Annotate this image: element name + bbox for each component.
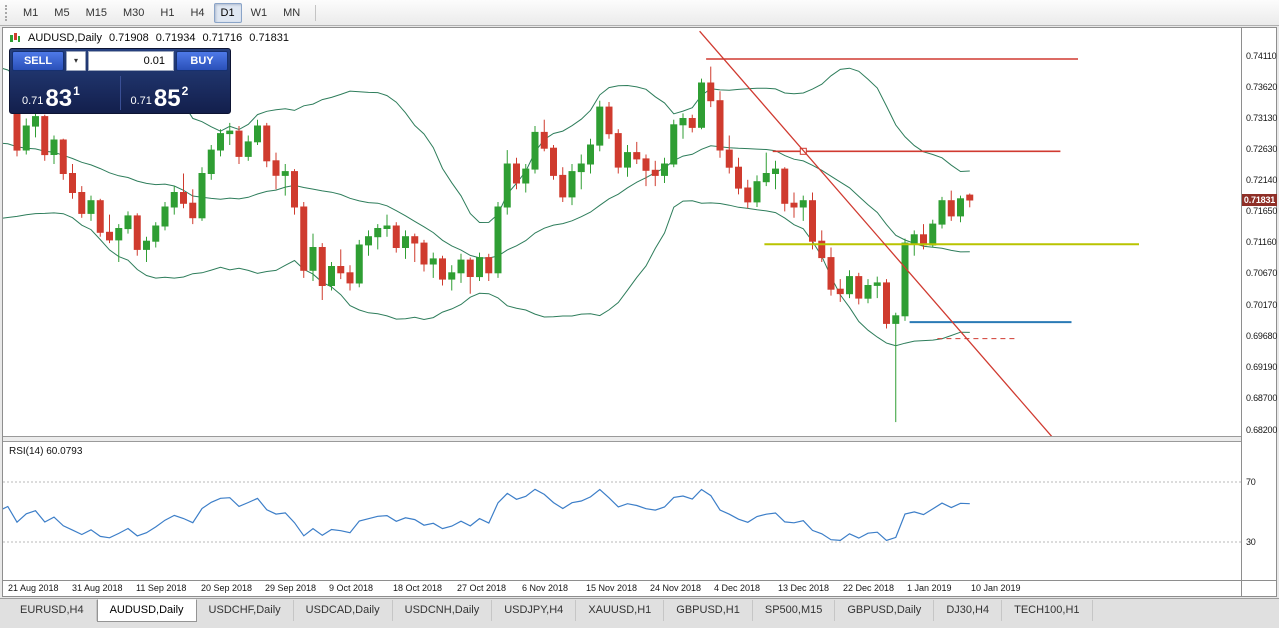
chart-tab-bar: EURUSD,H4 AUDUSD,Daily USDCHF,Daily USDCAD,… (0, 598, 1279, 628)
ohlc-high: 0.71934 (155, 32, 196, 44)
ohlc-low: 0.71716 (202, 32, 243, 44)
volume-dropdown-icon[interactable]: ▾ (66, 51, 86, 71)
buy-price-big: 85 (153, 85, 181, 112)
time-axis[interactable]: 21 Aug 2018 31 Aug 2018 11 Sep 2018 20 Sep … (3, 582, 1241, 596)
chart-tab[interactable]: AUDUSD,Daily (96, 599, 197, 622)
time-axis-label: 11 Sep 2018 (136, 583, 187, 593)
price-axis-label: 0.71160 (1246, 237, 1277, 247)
sell-button[interactable]: SELL (12, 51, 64, 71)
chart-tab[interactable]: EURUSD,H4 (8, 600, 97, 621)
panel-splitter[interactable] (3, 436, 1241, 442)
buy-price-pipette: 2 (181, 84, 189, 98)
chart-tab[interactable]: USDCNH,Daily (393, 600, 493, 621)
chart-symbol-label: AUDUSD,Daily (28, 32, 102, 44)
buy-price-quote[interactable]: 0.71 85 2 (121, 73, 229, 113)
chart-tab[interactable]: XAUUSD,H1 (576, 600, 665, 621)
chart-tab[interactable]: USDJPY,H4 (492, 600, 577, 621)
rsi-plot[interactable] (3, 442, 1241, 580)
time-axis-label: 20 Sep 2018 (201, 583, 253, 593)
price-axis[interactable]: 0.74110 0.73620 0.73130 0.72630 0.72140 0.716… (1243, 28, 1277, 436)
price-axis-label: 0.74110 (1246, 51, 1277, 61)
price-axis-label: 0.69190 (1246, 362, 1278, 372)
timeframe-button-M1[interactable]: M1 (16, 3, 45, 23)
time-axis-separator (3, 580, 1276, 581)
rsi-axis[interactable]: 70 30 (1243, 442, 1277, 580)
timeframe-button-MN[interactable]: MN (276, 3, 307, 23)
chart-tab[interactable]: SP500,M15 (753, 600, 836, 621)
timeframe-button-W1[interactable]: W1 (244, 3, 275, 23)
timeframe-button-H4[interactable]: H4 (183, 3, 211, 23)
timeframe-button-M15[interactable]: M15 (79, 3, 114, 23)
time-axis-label: 18 Oct 2018 (393, 583, 443, 593)
price-axis-separator (1241, 28, 1242, 596)
sell-price-big: 83 (45, 85, 73, 112)
time-axis-label: 10 Jan 2019 (971, 583, 1021, 593)
timeframe-button-M5[interactable]: M5 (47, 3, 76, 23)
time-axis-label: 6 Nov 2018 (522, 583, 569, 593)
time-axis-label: 15 Nov 2018 (586, 583, 638, 593)
time-axis-label: 21 Aug 2018 (8, 583, 59, 593)
chart-window: AUDUSD,Daily 0.71908 0.71934 0.71716 0.7… (2, 27, 1277, 597)
buy-button[interactable]: BUY (176, 51, 228, 71)
sell-price-pipette: 1 (73, 84, 80, 98)
rsi-indicator-label: RSI(14) 60.0793 (9, 446, 83, 457)
price-axis-label: 0.69680 (1246, 331, 1278, 341)
chart-tab[interactable]: DJ30,H4 (934, 600, 1003, 621)
price-axis-label: 0.73620 (1246, 82, 1278, 92)
time-axis-label: 31 Aug 2018 (72, 583, 123, 593)
price-axis-label: 0.70170 (1246, 300, 1278, 310)
price-axis-label: 0.72140 (1246, 175, 1278, 185)
chart-tab[interactable]: TECH100,H1 (1002, 600, 1093, 621)
price-axis-label: 0.70670 (1246, 268, 1278, 278)
price-axis-label: 0.72630 (1246, 144, 1278, 154)
time-axis-label: 4 Dec 2018 (714, 583, 761, 593)
ohlc-open: 0.71908 (108, 32, 149, 44)
sell-price-prefix: 0.71 (22, 95, 44, 107)
timeframe-toolbar: M1 M5 M15 M30 H1 H4 D1 W1 MN (0, 0, 1279, 26)
rsi-level-label: 70 (1246, 477, 1256, 487)
buy-price-prefix: 0.71 (130, 95, 152, 107)
chart-icon (9, 32, 21, 44)
chart-tab[interactable]: GBPUSD,Daily (835, 600, 935, 621)
timeframe-button-M30[interactable]: M30 (116, 3, 151, 23)
time-axis-label: 9 Oct 2018 (329, 583, 374, 593)
time-axis-label: 13 Dec 2018 (778, 583, 830, 593)
toolbar-grip-handle[interactable] (5, 4, 10, 21)
price-axis-label: 0.68700 (1246, 393, 1278, 403)
price-plot[interactable] (3, 28, 1241, 436)
volume-input[interactable] (88, 51, 174, 71)
one-click-trading-panel: SELL ▾ BUY 0.71 83 1 0.71 85 2 (9, 48, 231, 114)
chart-ohlc-header: AUDUSD,Daily 0.71908 0.71934 0.71716 0.7… (9, 32, 289, 44)
ohlc-close: 0.71831 (249, 32, 290, 44)
timeframe-button-H1[interactable]: H1 (153, 3, 181, 23)
quote-divider (119, 76, 121, 110)
chart-tab[interactable]: GBPUSD,H1 (664, 600, 753, 621)
time-axis-label: 27 Oct 2018 (457, 583, 507, 593)
price-axis-label: 0.68200 (1246, 425, 1278, 435)
timeframe-button-D1[interactable]: D1 (213, 2, 242, 23)
price-axis-label: 0.71650 (1246, 206, 1278, 216)
time-axis-label: 24 Nov 2018 (650, 583, 702, 593)
chart-tab[interactable]: USDCAD,Daily (294, 600, 393, 621)
chart-tab[interactable]: USDCHF,Daily (197, 600, 294, 621)
price-axis-label: 0.73130 (1246, 113, 1278, 123)
toolbar-separator (315, 4, 317, 21)
rsi-level-label: 30 (1246, 537, 1256, 547)
current-price-badge: 0.71831 (1242, 194, 1277, 206)
timeframe-buttons: M1 M5 M15 M30 H1 H4 D1 W1 MN (15, 2, 308, 23)
sell-price-quote[interactable]: 0.71 83 1 (12, 73, 120, 113)
time-axis-label: 22 Dec 2018 (843, 583, 895, 593)
time-axis-label: 29 Sep 2018 (265, 583, 317, 593)
time-axis-label: 1 Jan 2019 (907, 583, 952, 593)
